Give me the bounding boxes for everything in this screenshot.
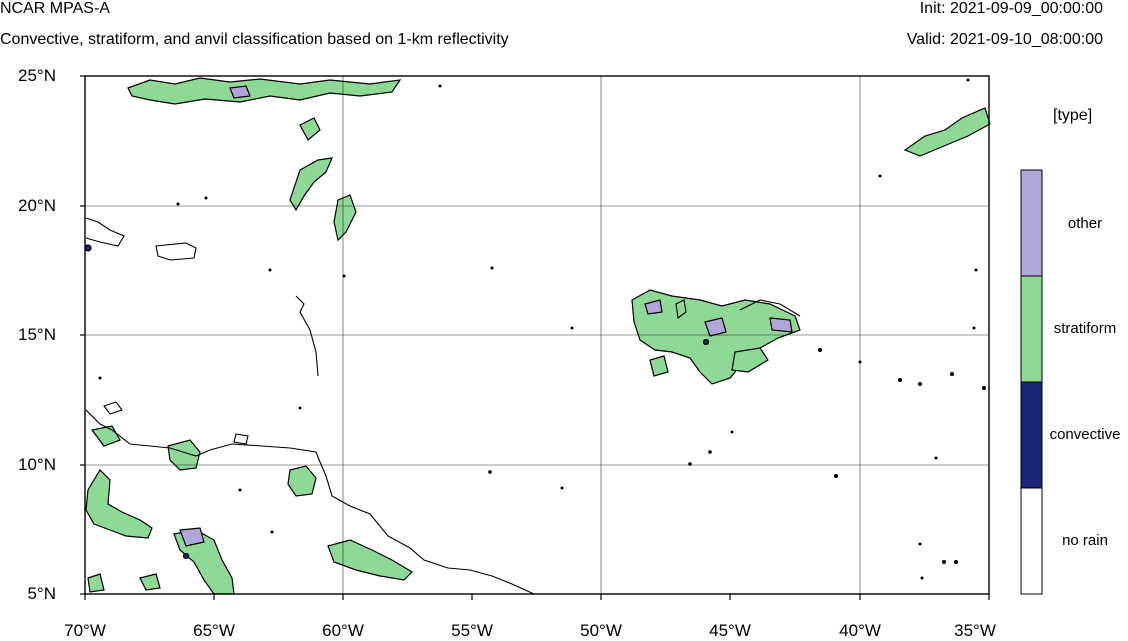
precip-stratiform-area	[649, 355, 669, 377]
legend-label-other: other	[1067, 215, 1103, 232]
legend-label-stratiform: stratiform	[1053, 320, 1117, 337]
precip-stratiform-area	[333, 194, 357, 242]
precip-stratiform-area	[167, 439, 201, 471]
echo-dot	[950, 372, 954, 376]
echo-dot	[974, 268, 978, 272]
echo-dot	[488, 470, 492, 474]
echo-dot	[270, 530, 274, 534]
precip-other-area	[704, 317, 727, 337]
echo-dot	[560, 486, 564, 490]
precip-other-area	[229, 85, 251, 99]
echo-dot	[972, 326, 976, 330]
lon-label: 60°W	[322, 621, 364, 640]
echo-dot	[490, 266, 494, 270]
island-outline	[85, 217, 125, 247]
echo-dot	[298, 406, 302, 410]
echo-dot	[982, 386, 986, 390]
precip-other-area	[179, 527, 205, 547]
echo-dot	[176, 202, 180, 206]
contour-line	[295, 295, 319, 377]
precip-other-area	[644, 299, 663, 315]
precip-stratiform-area	[90, 425, 121, 447]
valid-time: Valid: 2021-09-10_08:00:00	[906, 31, 1103, 48]
contour-line	[739, 299, 801, 317]
contour-line	[103, 401, 123, 415]
legend-swatch-convective	[1020, 381, 1043, 489]
tick-marks	[80, 75, 990, 600]
lon-label: 35°W	[954, 621, 996, 640]
echo-dot	[918, 382, 922, 386]
echo-dot	[942, 560, 946, 564]
precip-stratiform-area	[139, 573, 161, 591]
echo-dot	[834, 474, 838, 478]
lat-label: 15°N	[18, 325, 56, 344]
legend-colorbar	[1020, 169, 1043, 595]
island-outline	[155, 242, 197, 261]
lat-label: 25°N	[18, 66, 56, 85]
lat-label: 20°N	[18, 196, 56, 215]
echo-dot	[954, 560, 958, 564]
lon-label: 40°W	[839, 621, 881, 640]
map-subtitle: Convective, stratiform, and anvil classi…	[0, 31, 509, 48]
convective-cell	[182, 552, 190, 560]
precip-areas	[84, 77, 991, 595]
precip-stratiform-area	[731, 347, 769, 373]
lon-label: 50°W	[580, 621, 622, 640]
legend-title: [type]	[1053, 107, 1093, 124]
lon-label: 70°W	[64, 621, 106, 640]
legend-label-convective: convective	[1049, 426, 1121, 443]
precip-stratiform-area	[299, 117, 321, 141]
contour-line	[233, 433, 249, 445]
gridlines	[85, 76, 989, 594]
echo-dot	[708, 450, 712, 454]
echo-dot	[818, 348, 822, 352]
echo-dot	[98, 376, 102, 380]
contour-line	[675, 299, 687, 319]
precip-stratiform-area	[127, 77, 402, 105]
legend-label-no-rain: no rain	[1062, 532, 1108, 549]
precip-other-area	[769, 317, 793, 333]
precip-stratiform-area	[903, 107, 991, 157]
echo-dot	[920, 576, 924, 580]
precip-stratiform-area	[287, 465, 317, 497]
legend-swatch-other	[1020, 169, 1043, 277]
coastlines	[85, 217, 801, 595]
echo-dot	[918, 542, 922, 546]
lat-label: 10°N	[18, 455, 56, 474]
coastline-south-america	[85, 409, 535, 595]
echo-dot	[570, 326, 574, 330]
lon-label: 65°W	[193, 621, 235, 640]
scattered-echoes	[98, 78, 986, 580]
precip-stratiform-area	[85, 469, 153, 539]
echo-dot	[438, 84, 442, 88]
init-time: Init: 2021-09-09_00:00:00	[919, 0, 1103, 17]
lat-label: 5°N	[27, 584, 56, 603]
echo-dot	[934, 456, 938, 460]
echo-dot	[966, 78, 970, 82]
legend-swatch-no-rain	[1020, 487, 1043, 595]
echo-dot	[204, 196, 208, 200]
map-title: NCAR MPAS-A	[0, 0, 110, 17]
echo-dot	[238, 488, 242, 492]
convective-cell	[84, 244, 92, 252]
lon-label: 55°W	[451, 621, 493, 640]
echo-dot	[730, 430, 734, 434]
echo-dot	[268, 268, 272, 272]
precip-stratiform-area	[327, 539, 413, 581]
convective-cell	[702, 338, 710, 346]
legend-swatch-stratiform	[1020, 275, 1043, 383]
echo-dot	[898, 378, 902, 382]
precip-stratiform-area	[87, 573, 105, 593]
lon-label: 45°W	[709, 621, 751, 640]
precip-stratiform-area	[289, 157, 333, 212]
echo-dot	[878, 174, 882, 178]
